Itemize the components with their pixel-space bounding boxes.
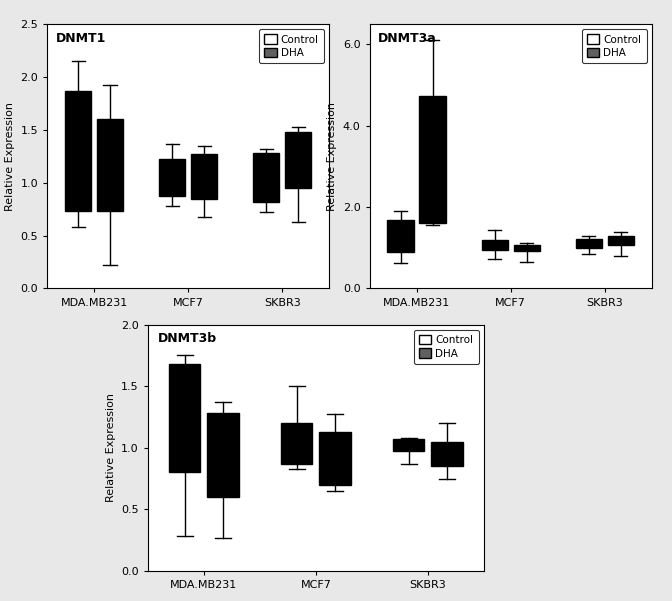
Legend: Control, DHA: Control, DHA xyxy=(413,330,478,364)
Text: DNMT3a: DNMT3a xyxy=(378,32,437,45)
Y-axis label: Relative Expression: Relative Expression xyxy=(327,102,337,211)
PathPatch shape xyxy=(97,119,123,212)
PathPatch shape xyxy=(169,364,200,472)
PathPatch shape xyxy=(576,239,602,248)
Y-axis label: Relative Expression: Relative Expression xyxy=(5,102,15,211)
Legend: Control, DHA: Control, DHA xyxy=(259,29,324,63)
PathPatch shape xyxy=(419,96,446,222)
Text: DNMT1: DNMT1 xyxy=(56,32,106,45)
PathPatch shape xyxy=(513,245,540,251)
PathPatch shape xyxy=(393,439,425,451)
PathPatch shape xyxy=(607,236,634,245)
Text: DNMT3b: DNMT3b xyxy=(158,332,217,345)
PathPatch shape xyxy=(388,220,414,252)
PathPatch shape xyxy=(207,413,239,497)
PathPatch shape xyxy=(159,159,185,197)
PathPatch shape xyxy=(281,423,312,464)
Y-axis label: Relative Expression: Relative Expression xyxy=(106,393,116,502)
Legend: Control, DHA: Control, DHA xyxy=(581,29,646,63)
PathPatch shape xyxy=(65,91,91,212)
PathPatch shape xyxy=(191,154,217,198)
PathPatch shape xyxy=(253,153,280,202)
PathPatch shape xyxy=(285,132,311,188)
PathPatch shape xyxy=(431,442,462,466)
PathPatch shape xyxy=(482,240,508,250)
PathPatch shape xyxy=(319,432,351,484)
